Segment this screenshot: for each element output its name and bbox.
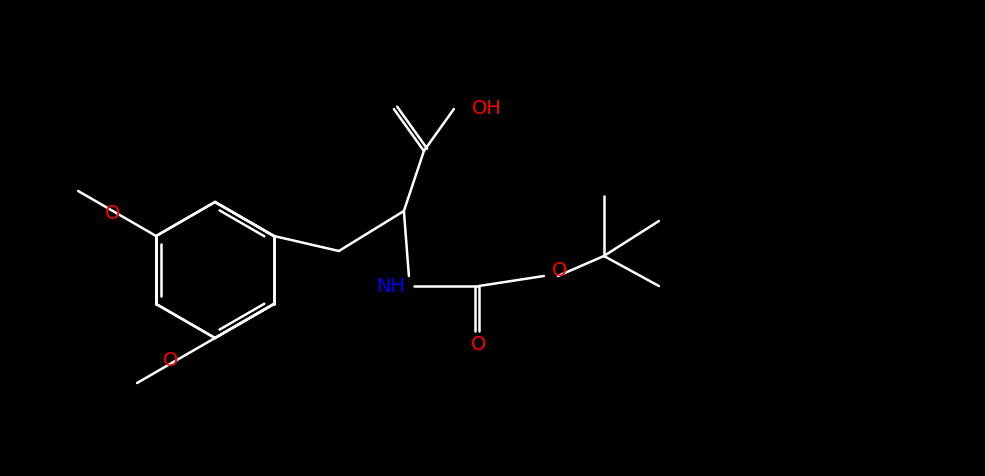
- Text: NH: NH: [376, 277, 406, 296]
- Text: O: O: [471, 336, 487, 355]
- Text: OH: OH: [472, 99, 501, 119]
- Text: O: O: [104, 204, 120, 223]
- Text: O: O: [164, 351, 178, 370]
- Text: O: O: [552, 261, 567, 280]
